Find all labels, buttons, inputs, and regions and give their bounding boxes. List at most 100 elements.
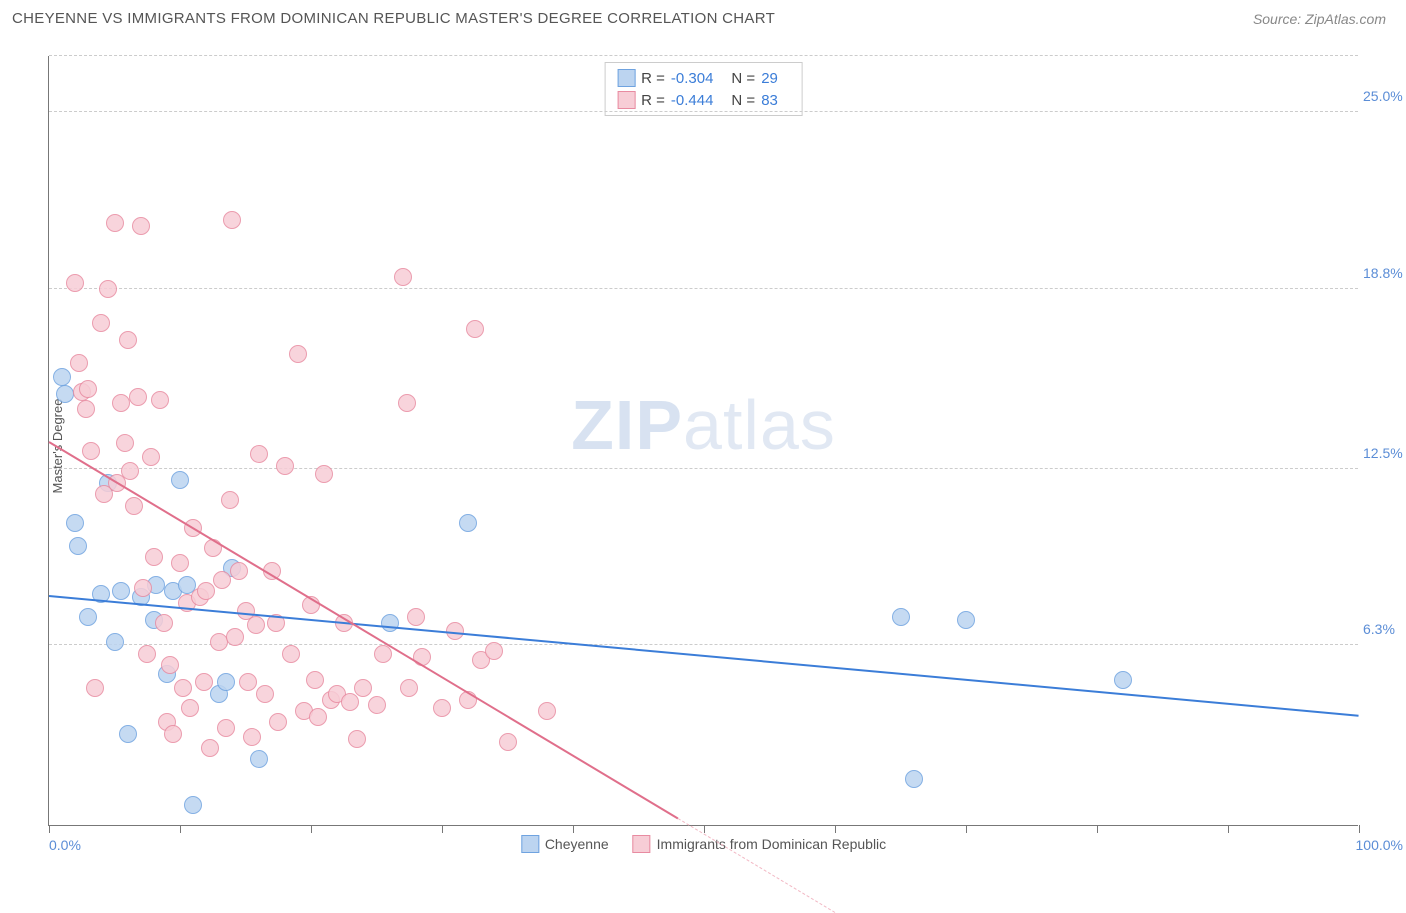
data-point [77,400,95,418]
data-point [398,394,416,412]
x-tick [704,825,705,833]
data-point [250,750,268,768]
gridline [49,288,1358,289]
data-point [151,391,169,409]
scatter-plot-area: ZIPatlas R = -0.304N = 29R = -0.444N = 8… [48,56,1358,826]
data-point [70,354,88,372]
data-point [282,645,300,663]
data-point [341,693,359,711]
data-point [217,673,235,691]
x-tick [1097,825,1098,833]
data-point [125,497,143,515]
data-point [112,582,130,600]
data-point [66,514,84,532]
legend-row: R = -0.304N = 29 [617,67,790,89]
x-tick [966,825,967,833]
data-point [53,368,71,386]
data-point [243,728,261,746]
x-axis-max-label: 100.0% [1356,837,1403,853]
data-point [132,217,150,235]
data-point [239,673,257,691]
data-point [142,448,160,466]
data-point [309,708,327,726]
legend-item: Cheyenne [521,835,609,853]
data-point [368,696,386,714]
data-point [256,685,274,703]
x-tick [180,825,181,833]
watermark-logo: ZIPatlas [571,385,836,465]
gridline [49,644,1358,645]
legend-swatch [617,91,635,109]
data-point [138,645,156,663]
data-point [315,465,333,483]
data-point [161,656,179,674]
legend-row: R = -0.444N = 83 [617,89,790,111]
data-point [348,730,366,748]
data-point [106,214,124,232]
data-point [171,554,189,572]
data-point [79,380,97,398]
data-point [106,633,124,651]
data-point [905,770,923,788]
y-tick-label: 6.3% [1363,621,1406,637]
data-point [213,571,231,589]
data-point [66,274,84,292]
data-point [171,471,189,489]
x-tick [311,825,312,833]
data-point [459,514,477,532]
y-tick-label: 25.0% [1363,88,1406,104]
trend-line [48,441,678,819]
gridline [49,111,1358,112]
data-point [181,699,199,717]
data-point [250,445,268,463]
y-tick-label: 12.5% [1363,445,1406,461]
data-point [433,699,451,717]
data-point [174,679,192,697]
data-point [201,739,219,757]
data-point [381,614,399,632]
data-point [276,457,294,475]
data-point [119,331,137,349]
data-point [195,673,213,691]
gridline [49,468,1358,469]
data-point [116,434,134,452]
data-point [499,733,517,751]
x-tick [442,825,443,833]
x-tick [1359,825,1360,833]
data-point [155,614,173,632]
data-point [119,725,137,743]
x-axis-min-label: 0.0% [49,837,81,853]
chart-title: CHEYENNE VS IMMIGRANTS FROM DOMINICAN RE… [12,10,775,27]
data-point [538,702,556,720]
data-point [223,211,241,229]
legend-swatch [633,835,651,853]
data-point [374,645,392,663]
data-point [230,562,248,580]
data-point [92,314,110,332]
data-point [394,268,412,286]
data-point [400,679,418,697]
correlation-legend: R = -0.304N = 29R = -0.444N = 83 [604,62,803,116]
data-point [269,713,287,731]
data-point [892,608,910,626]
data-point [99,280,117,298]
x-tick [49,825,50,833]
legend-swatch [521,835,539,853]
data-point [164,725,182,743]
data-point [112,394,130,412]
data-point [247,616,265,634]
x-tick [835,825,836,833]
data-point [129,388,147,406]
data-point [485,642,503,660]
data-point [407,608,425,626]
data-point [121,462,139,480]
x-tick [1228,825,1229,833]
data-point [221,491,239,509]
data-point [226,628,244,646]
data-point [957,611,975,629]
data-point [217,719,235,737]
data-point [134,579,152,597]
trend-line [678,818,836,913]
legend-swatch [617,69,635,87]
data-point [197,582,215,600]
